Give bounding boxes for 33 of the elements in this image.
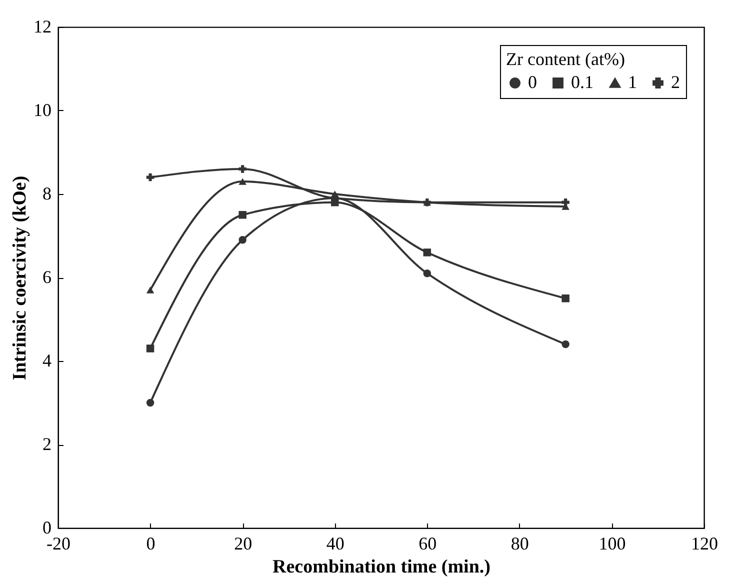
x-tick-label: 120 xyxy=(691,534,718,554)
y-tick-label: 6 xyxy=(42,267,52,287)
x-tick-label: 80 xyxy=(510,534,529,554)
point xyxy=(238,178,246,185)
y-tick-label: 2 xyxy=(42,434,52,454)
legend-label: 1 xyxy=(628,72,637,92)
y-tick-label: 8 xyxy=(42,184,52,204)
x-tick-label: 40 xyxy=(326,534,344,554)
legend-label: 2 xyxy=(671,72,680,92)
x-axis-title: Recombination time (min.) xyxy=(272,556,490,578)
x-tick-label: 20 xyxy=(234,534,252,554)
point xyxy=(562,294,570,302)
point xyxy=(238,165,246,173)
x-tick-label: 100 xyxy=(598,534,626,554)
point xyxy=(562,198,570,206)
point xyxy=(238,211,246,219)
legend-label: 0.1 xyxy=(571,72,594,92)
x-tick-label: 60 xyxy=(418,534,437,554)
point xyxy=(146,173,154,182)
point xyxy=(146,398,154,407)
point xyxy=(146,286,154,294)
point xyxy=(562,340,570,348)
y-tick-label: 4 xyxy=(42,350,52,370)
point xyxy=(423,248,432,256)
legend-label: 0 xyxy=(528,72,537,92)
y-tick-label: 12 xyxy=(34,16,52,36)
y-tick-label: 10 xyxy=(34,100,52,120)
x-tick-label: 0 xyxy=(146,534,156,554)
y-axis-title: Intrinsic coercivity (kOe) xyxy=(10,176,30,380)
point xyxy=(423,269,432,278)
legend-title: Zr content (at%) xyxy=(506,49,625,69)
point xyxy=(146,344,154,352)
point xyxy=(238,236,246,244)
